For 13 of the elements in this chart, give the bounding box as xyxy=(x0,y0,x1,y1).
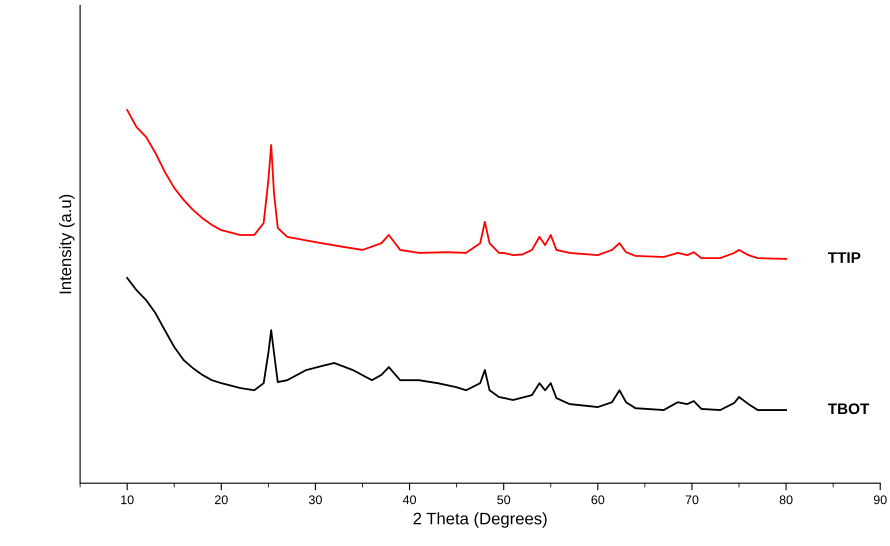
x-tick-label: 10 xyxy=(121,495,134,504)
x-tick-label: 40 xyxy=(402,495,416,504)
text: TTIP xyxy=(828,252,860,263)
x-tick-label: 60 xyxy=(592,495,604,504)
x-tick-label: 80 xyxy=(780,495,793,504)
x-axis-title: 2 Theta (Degrees) xyxy=(414,512,547,528)
x-tick-label: 90 xyxy=(874,495,887,504)
text: TBOT xyxy=(828,403,870,414)
x-tick-label: 70 xyxy=(686,495,698,504)
y-axis-title: Intensity (a.u) xyxy=(59,194,75,294)
x-tick-label: 20 xyxy=(214,495,228,504)
x-tick-label: 30 xyxy=(308,495,322,504)
x-tick-label: 50 xyxy=(497,495,510,504)
